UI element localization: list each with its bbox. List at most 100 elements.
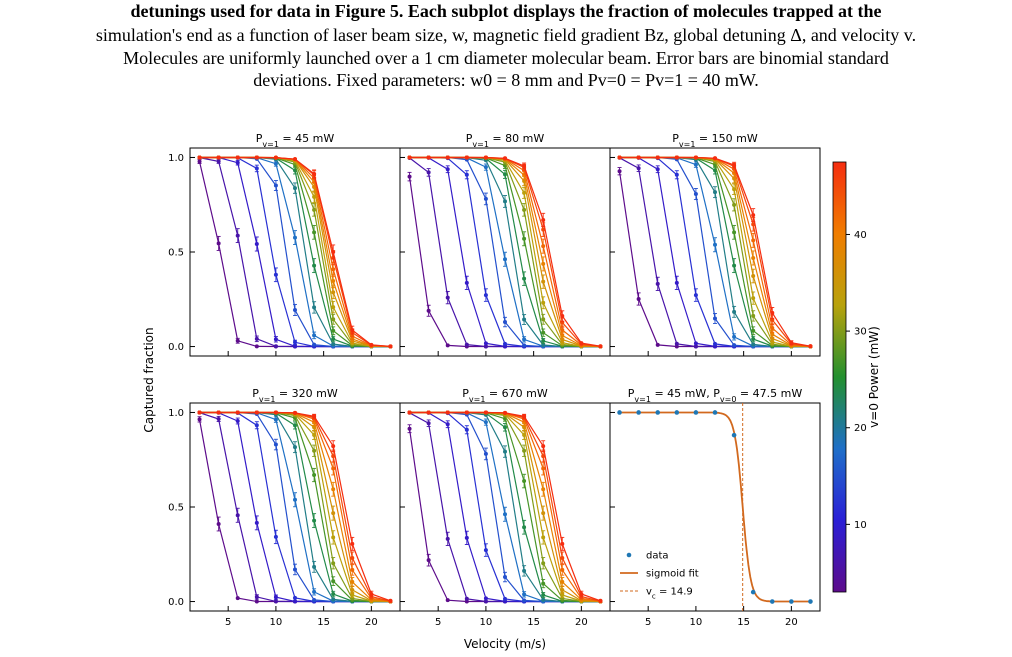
data-point [445,410,450,415]
data-point [388,344,393,349]
data-point [693,344,698,349]
data-point [464,410,469,415]
y-tick-label: 0.5 [168,248,184,259]
fit-data-point [808,599,813,604]
data-point [541,561,546,566]
data-point [312,171,317,176]
data-point [293,567,297,572]
data-point [522,598,527,603]
data-point [197,155,202,160]
colorbar-tick-label: 20 [854,423,867,434]
data-point [522,190,527,195]
colorbar-tick-label: 40 [854,230,867,241]
panel-title: Pv=1 = 150 mW [672,132,758,149]
data-point [273,337,278,342]
data-point [407,426,412,431]
data-point [713,341,717,346]
data-point [273,595,278,600]
data-point [273,417,278,422]
data-point [407,410,412,415]
data-point [254,410,259,415]
data-point [312,305,317,310]
data-point [503,425,507,430]
data-point [503,341,507,346]
data-point [636,296,641,301]
panel-fit: 5 10 15 20 Pv=1 = 45 mW, Pv=0 = 47.5 mW data s… [609,387,821,628]
data-point [216,522,221,527]
x-tick-label: 15 [317,617,330,628]
data-point [522,448,527,453]
data-point [331,444,336,449]
data-point [312,342,317,347]
data-point [331,487,336,492]
data-point [541,338,546,343]
data-point [560,567,565,572]
data-point [445,295,450,300]
data-point [598,344,603,349]
data-point [751,255,756,260]
data-point [751,296,756,301]
data-point [732,230,737,235]
fit-legend: data sigmoid fit vc = 14.9 [620,551,699,601]
data-point [541,593,546,598]
data-point [426,558,431,563]
data-point [655,167,660,172]
data-point [293,599,297,604]
data-point [273,155,278,160]
figure-chart: 0.0 0.5 1.0 Pv=1 = 45 mW Pv=1 = 80 mW Pv=1 = … [142,132,881,651]
x-tick-label: 20 [365,617,378,628]
data-point [312,564,317,569]
data-point [445,155,450,160]
data-point [331,278,336,283]
data-point [369,342,374,347]
data-point [426,170,431,175]
data-point [293,307,297,312]
data-point [464,535,469,540]
panel-frame [189,147,401,357]
panel-3: Pv=1 = 150 mW [609,132,821,357]
colorbar-tick-label: 30 [854,327,867,338]
data-point [713,156,717,161]
data-point [254,344,259,349]
data-point [235,418,240,423]
data-point [235,338,240,343]
data-point [636,166,641,171]
fit-data-point [789,599,794,604]
y-tick-label: 1.0 [168,153,184,164]
colorbar-tick-label: 10 [854,520,867,531]
data-point [331,250,336,254]
data-point [503,575,507,580]
data-point [713,190,717,195]
data-point [732,163,737,168]
data-point [560,314,565,319]
data-point [483,341,488,346]
data-point [216,159,221,164]
data-point [483,599,488,604]
fit-data-point [655,410,661,415]
data-point [522,276,527,281]
legend-data-marker [626,552,632,558]
data-point [541,300,546,305]
data-point [770,326,775,331]
fit-data-point [769,599,775,604]
fit-data-point [674,410,680,415]
data-point [503,199,507,204]
x-tick-label: 20 [785,617,798,628]
data-point [464,155,469,160]
data-point [331,592,336,597]
data-point [331,454,336,459]
data-point [197,417,202,422]
data-point [445,343,450,348]
fit-data-point [712,410,718,415]
data-point [674,172,679,177]
data-point [732,263,737,268]
data-point [293,497,297,502]
data-point [293,445,297,450]
data-point [560,587,565,592]
data-point [312,230,317,235]
fit-data-point [693,410,699,415]
data-point [693,155,698,160]
data-point [331,267,336,272]
data-point [331,337,336,342]
data-point [541,597,546,602]
